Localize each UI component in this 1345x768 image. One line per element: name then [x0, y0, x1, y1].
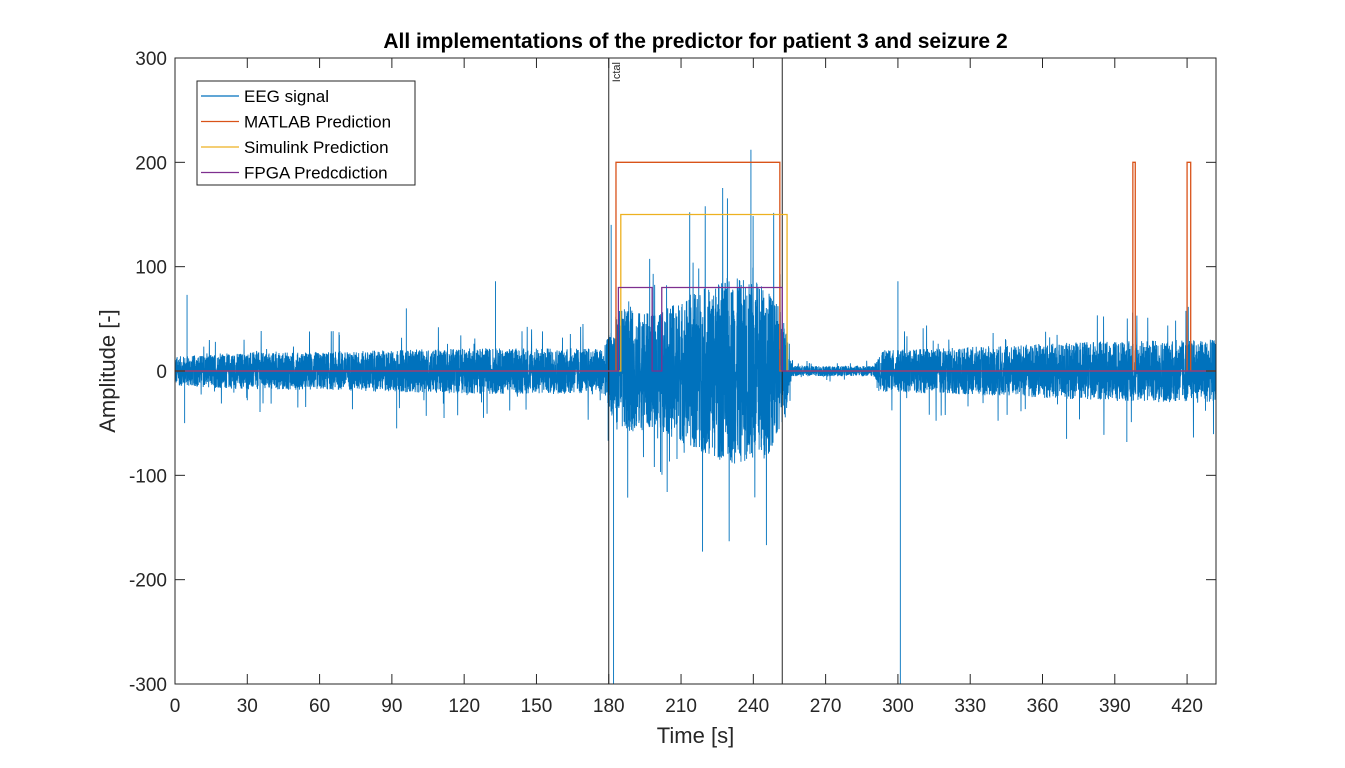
legend-entry: FPGA Predcdiction	[244, 164, 388, 183]
x-tick-label: 90	[381, 696, 402, 717]
series-matlab-prediction	[175, 161, 1216, 372]
series-fpga-predcdiction	[175, 286, 1216, 372]
x-tick-label: 60	[309, 696, 330, 717]
chart-title: All implementations of the predictor for…	[383, 30, 1007, 53]
legend-entry: EEG signal	[244, 87, 329, 106]
y-tick-label: 300	[135, 49, 167, 70]
x-tick-label: 300	[882, 696, 914, 717]
x-tick-label: 360	[1027, 696, 1059, 717]
x-axis-title: Time [s]	[657, 723, 734, 748]
annotation-0: Ictal	[611, 62, 623, 82]
y-tick-label: -100	[129, 466, 167, 487]
x-tick-label: 0	[170, 696, 181, 717]
x-tick-label: 390	[1099, 696, 1131, 717]
x-tick-label: 180	[593, 696, 625, 717]
legend: EEG signal MATLAB Prediction Simulink Pred…	[196, 80, 416, 186]
x-tick-label: 330	[954, 696, 986, 717]
legend-entry: Simulink Prediction	[244, 138, 389, 157]
x-tick-label: 210	[665, 696, 697, 717]
y-tick-label: 200	[135, 153, 167, 174]
y-tick-label: -200	[129, 571, 167, 592]
legend-entry: MATLAB Prediction	[244, 113, 391, 132]
x-tick-label: 420	[1171, 696, 1203, 717]
y-tick-label: 0	[156, 362, 167, 383]
y-axis-title: Amplitude [-]	[95, 309, 120, 433]
eeg-signal-layer	[175, 149, 1216, 684]
series-eeg-signal	[175, 149, 1216, 684]
x-tick-label: 270	[810, 696, 842, 717]
x-tick-label: 240	[737, 696, 769, 717]
y-tick-label: -300	[129, 675, 167, 696]
legend-box	[196, 80, 416, 186]
x-tick-label: 120	[448, 696, 480, 717]
y-tick-label: 100	[135, 258, 167, 279]
x-tick-label: 30	[237, 696, 258, 717]
x-tick-label: 150	[521, 696, 553, 717]
